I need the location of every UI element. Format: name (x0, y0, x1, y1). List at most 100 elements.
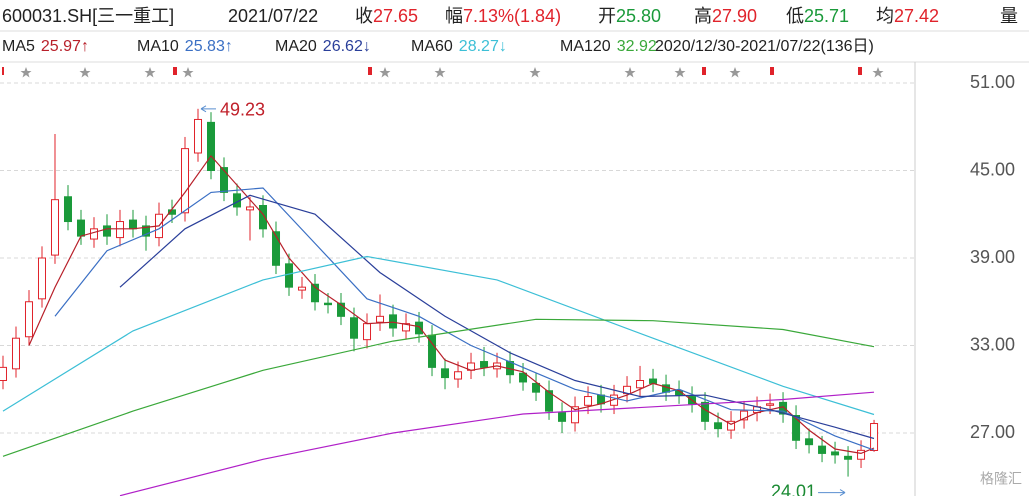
quote-value: 25.71 (804, 6, 849, 26)
quote-item: 高27.90 (694, 6, 757, 26)
legend-item: MA10 25.83↑ (137, 38, 233, 55)
candle-body (350, 317, 359, 339)
quote-label: 高 (694, 6, 712, 26)
quote-item: 均27.42 (876, 6, 939, 26)
candle-body (11, 337, 20, 370)
legend-value: 26.62↓ (323, 38, 371, 55)
annotation-arrow (200, 105, 217, 113)
ma-line (119, 194, 875, 440)
legend-value: 32.92 (617, 38, 657, 55)
candle-body (324, 302, 333, 306)
candle-body (194, 118, 203, 154)
candle-body (571, 406, 580, 424)
candle-body (246, 206, 255, 211)
candle-body (220, 167, 229, 193)
candle-body (636, 380, 645, 389)
legend-name: MA5 (2, 38, 35, 55)
candle-body (298, 286, 307, 291)
legend-name: MA60 (411, 38, 453, 55)
candle-body (480, 361, 489, 368)
watermark: 格隆汇 (980, 471, 1022, 487)
candle-body (0, 366, 7, 381)
quote-value: 7.13%(1.84) (463, 6, 561, 26)
candle-body (76, 219, 85, 237)
candle-body (727, 420, 736, 431)
candle-body (831, 451, 840, 456)
quote-label: 量 (1000, 6, 1018, 26)
candle-body (207, 121, 216, 171)
candle-body (50, 199, 59, 256)
quote-label: 均 (876, 6, 894, 26)
y-tick-label: 45.00 (970, 159, 1015, 179)
date: 2021/07/22 (228, 6, 318, 26)
candle-body (558, 412, 567, 422)
candle-body (337, 302, 346, 317)
legend-name: MA120 (560, 38, 611, 55)
date-range: 2020/12/30-2021/07/22(136日) (655, 38, 874, 55)
candle-body (181, 148, 190, 214)
candle-body (857, 449, 866, 460)
y-tick-label: 51.00 (970, 72, 1015, 92)
quote-item: 开25.80 (598, 6, 661, 26)
candle-body (792, 415, 801, 441)
legend-item: MA120 32.92 (560, 38, 657, 55)
candle-body (441, 368, 450, 379)
quote-label: 开 (598, 6, 616, 26)
candle-body (363, 323, 372, 341)
stock-title: 600031.SH[三一重工] (2, 6, 174, 26)
ma-line (54, 187, 875, 451)
y-tick-label: 33.00 (970, 334, 1015, 354)
candle-body (532, 382, 541, 393)
max-label: 49.23 (220, 100, 265, 120)
candle-body (115, 221, 124, 239)
quote-item: 幅7.13%(1.84) (445, 6, 561, 26)
legend-name: MA10 (137, 38, 179, 55)
candle-body (89, 228, 98, 240)
candle-body (766, 403, 775, 406)
quote-item: 收27.65 (355, 6, 418, 26)
candle-body (128, 219, 137, 230)
legend-value: 25.83↑ (185, 38, 233, 55)
ma-line (28, 154, 875, 455)
candle-body (311, 283, 320, 303)
candle-body (24, 301, 33, 338)
ma-line (2, 318, 875, 457)
candle-body (818, 445, 827, 454)
candle-body (519, 372, 528, 383)
candle-body (285, 263, 294, 288)
candle-body (870, 423, 879, 452)
candle-body (701, 401, 710, 422)
candle-body (63, 196, 72, 223)
candle-body (376, 315, 385, 323)
legend-item: MA5 25.97↑ (2, 38, 89, 55)
event-markers (20, 67, 884, 78)
candle-body (779, 401, 788, 415)
annotation-arrow (818, 489, 846, 496)
candle-body (649, 378, 658, 384)
min-label: 24.01 (771, 481, 816, 496)
quote-value: 27.65 (373, 6, 418, 26)
flag-markers (2, 67, 862, 75)
candle-body (714, 422, 723, 430)
quote-value: 25.80 (616, 6, 661, 26)
candle-body (272, 231, 281, 266)
quote-value: 27.90 (712, 6, 757, 26)
legend-item: MA60 28.27↓ (411, 38, 507, 55)
candle-body (102, 225, 111, 237)
ma-line (2, 255, 875, 416)
legend-value: 25.97↑ (41, 38, 89, 55)
candle-body (844, 455, 853, 460)
candle-body (545, 390, 554, 412)
quote-label: 幅 (445, 6, 463, 26)
y-tick-label: 27.00 (970, 422, 1015, 442)
candle-body (141, 225, 150, 237)
legend-item: MA20 26.62↓ (275, 38, 371, 55)
quote-label: 低 (786, 6, 804, 26)
y-tick-label: 39.00 (970, 247, 1015, 267)
quote-value: 27.42 (894, 6, 939, 26)
candle-body (389, 314, 398, 329)
candle-body (805, 438, 814, 446)
candle-body (740, 410, 749, 421)
legend-value: 28.27↓ (459, 38, 507, 55)
